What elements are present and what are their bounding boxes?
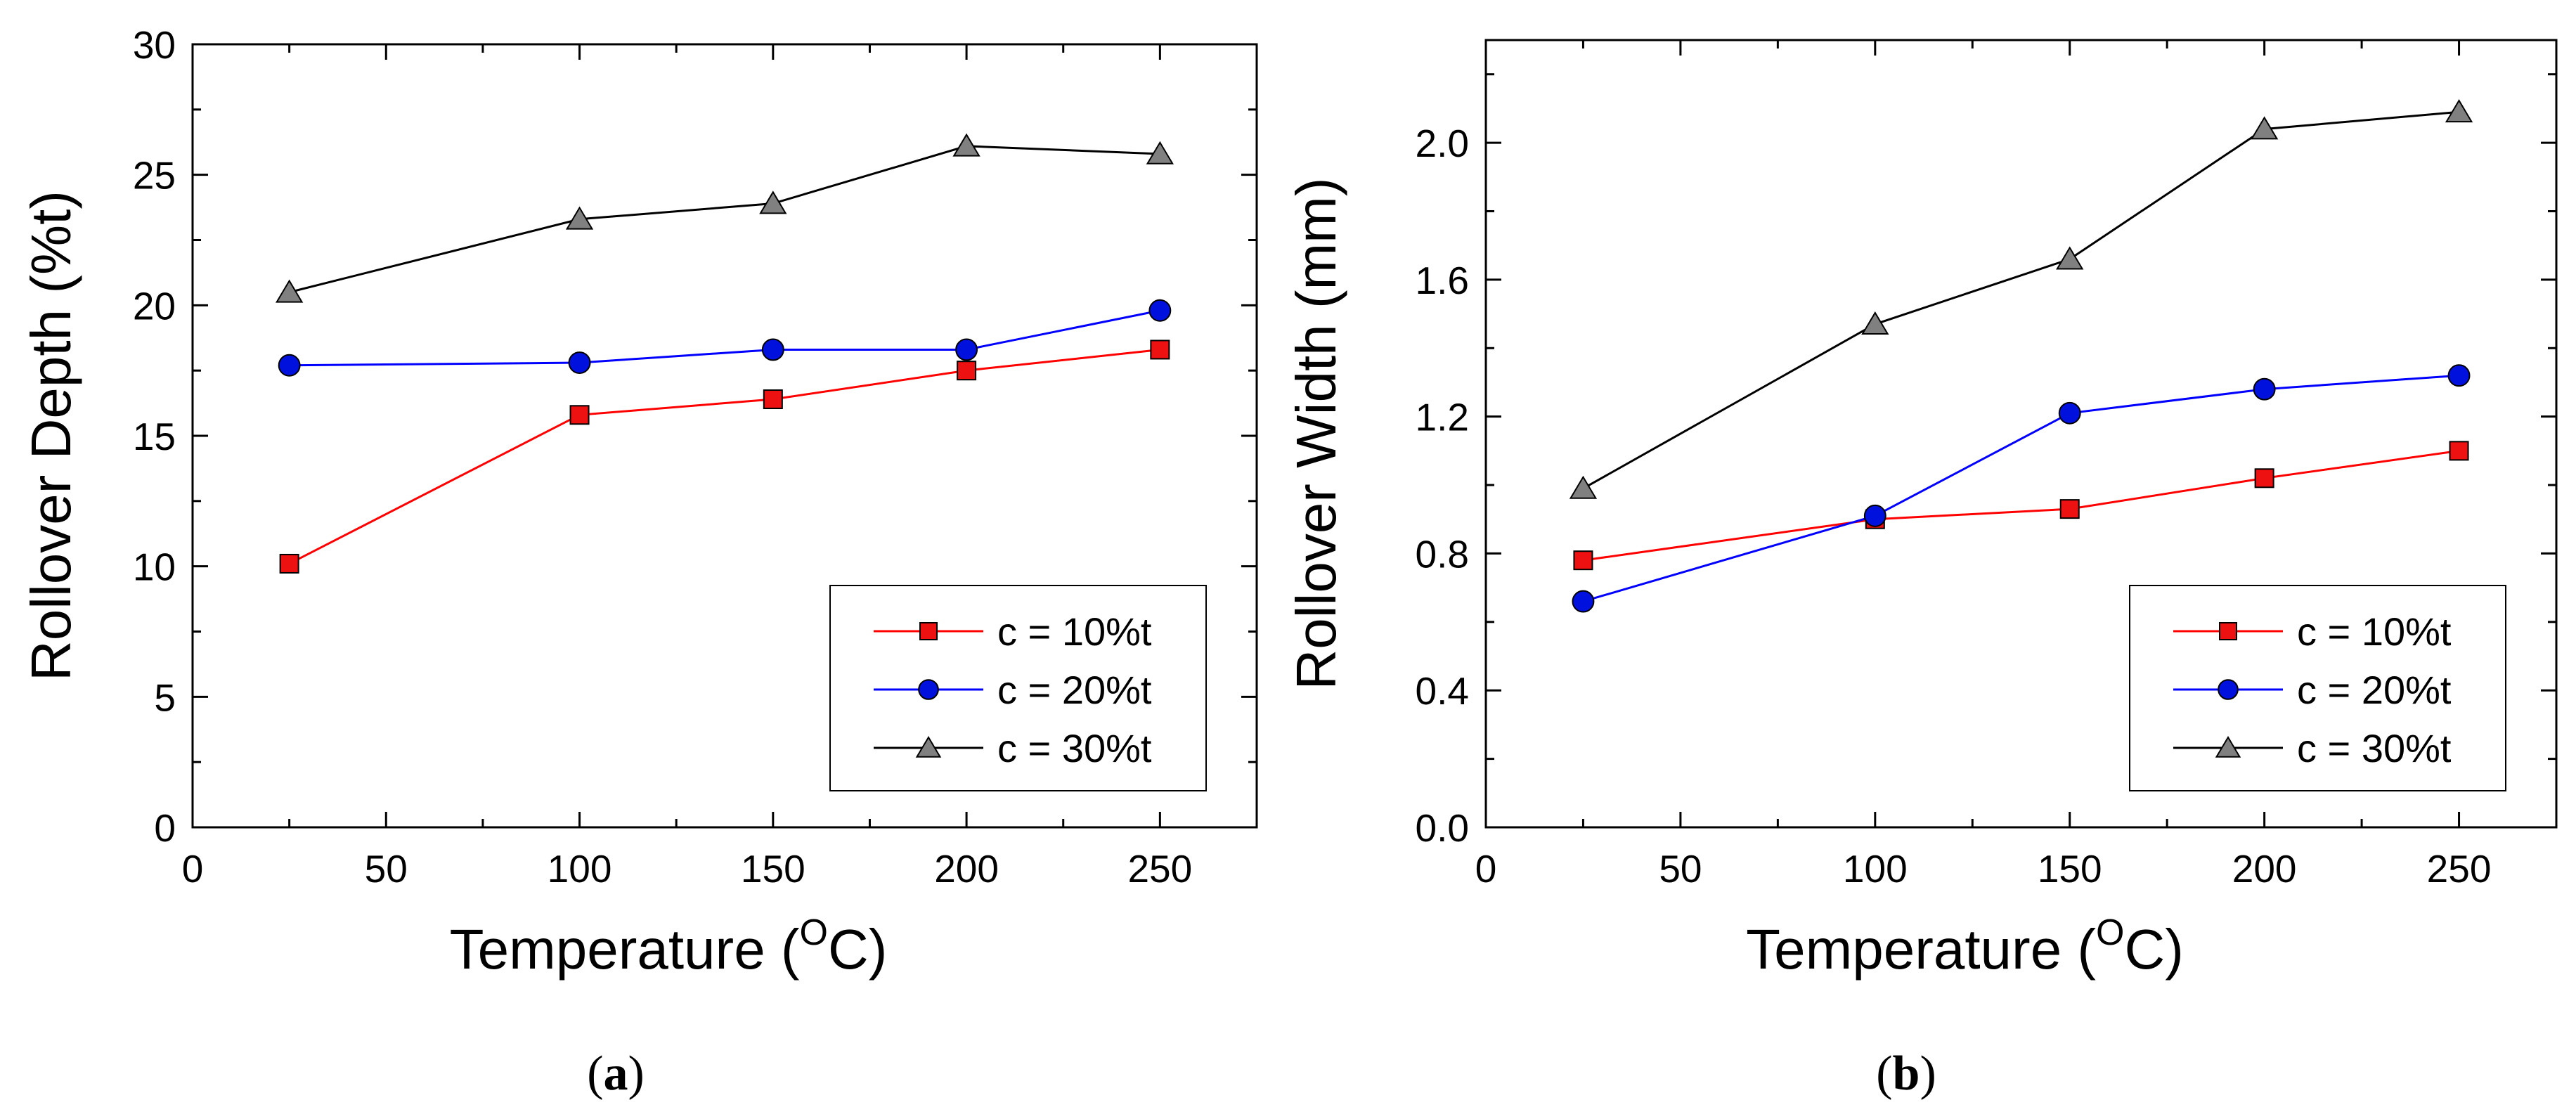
- y-tick-label: 5: [154, 675, 176, 719]
- x-axis-title-sup: O: [2096, 912, 2124, 953]
- data-point-1-2: [569, 405, 590, 425]
- x-tick-label: 150: [2038, 847, 2102, 891]
- chart-panel-b: 0 50 100 150 200 250 0.0 0.4 0.8 1.2 1.6 2.0 Rollove…: [1285, 39, 2558, 1101]
- data-point-3-4: [952, 133, 980, 157]
- data-point-3-1: [276, 279, 304, 303]
- x-axis-title: Temperature (OC): [1746, 912, 2184, 981]
- data-point-3-4: [2251, 116, 2279, 140]
- data-point-2-5: [2447, 364, 2471, 387]
- data-point-1-3: [2059, 499, 2080, 519]
- data-point-1-4: [2254, 468, 2274, 489]
- legend-marker-1: [2219, 622, 2237, 640]
- series-line-1: [288, 348, 1160, 565]
- legend-label-1: c = 10%t: [2297, 609, 2452, 654]
- legend-label-2: c = 20%t: [2297, 668, 2452, 712]
- caption-letter: a: [604, 1047, 628, 1101]
- data-point-2-2: [1863, 504, 1886, 527]
- data-point-1-1: [1573, 550, 1593, 571]
- x-tick-label: 50: [1659, 847, 1702, 891]
- y-tick-label: 0.4: [1416, 669, 1469, 713]
- legend-box: [2129, 585, 2506, 791]
- data-point-2-1: [1572, 590, 1595, 613]
- data-point-3-3: [2056, 246, 2084, 270]
- plot-frame: [1484, 39, 2558, 829]
- legend-label-3: c = 30%t: [997, 726, 1152, 770]
- panel-caption: (a): [587, 1047, 645, 1101]
- y-axis-title: Rollover Width (mm): [1285, 178, 1347, 690]
- legend-label-2: c = 20%t: [997, 668, 1152, 712]
- data-point-2-1: [278, 354, 301, 377]
- data-point-2-3: [2058, 401, 2081, 425]
- data-point-2-4: [955, 338, 978, 361]
- x-tick-label: 0: [1475, 847, 1497, 891]
- legend-marker-2: [2218, 679, 2239, 700]
- x-axis-title-sup: O: [800, 912, 828, 953]
- x-axis-title-main: Temperature (: [450, 918, 800, 981]
- y-tick-label: 25: [133, 154, 176, 198]
- x-tick-label: 200: [934, 847, 999, 891]
- x-tick-label: 0: [182, 847, 204, 891]
- x-tick-label: 250: [1127, 847, 1192, 891]
- y-tick-label: 2.0: [1416, 122, 1469, 165]
- y-axis-title: Rollover Depth (%t): [20, 190, 82, 681]
- caption-paren-close: ): [1920, 1047, 1936, 1101]
- x-tick-label: 250: [2427, 847, 2492, 891]
- data-point-2-3: [761, 338, 784, 361]
- legend-label-3: c = 30%t: [2297, 726, 2452, 770]
- data-point-1-4: [957, 361, 977, 381]
- caption-paren-close: ): [628, 1047, 645, 1101]
- series-line-1: [1583, 449, 2459, 562]
- data-point-1-5: [1150, 339, 1170, 360]
- legend-marker-2: [918, 679, 939, 700]
- data-point-1-5: [2449, 441, 2469, 461]
- y-tick-label: 15: [133, 415, 176, 458]
- y-tick-label: 1.6: [1416, 259, 1469, 302]
- y-tick-label: 10: [133, 545, 176, 589]
- y-tick-label: 30: [133, 23, 176, 67]
- x-axis-title-unit: C): [2125, 918, 2184, 981]
- x-tick-label: 150: [741, 847, 805, 891]
- data-point-3-2: [565, 206, 594, 230]
- series-line-3: [1582, 110, 2459, 490]
- y-tick-label: 1.2: [1416, 396, 1469, 439]
- legend-marker-3: [2215, 736, 2241, 758]
- x-tick-label: 100: [548, 847, 612, 891]
- x-tick-label: 50: [365, 847, 408, 891]
- data-point-2-2: [568, 351, 591, 374]
- data-point-2-5: [1148, 299, 1172, 322]
- data-point-3-5: [1146, 141, 1174, 164]
- data-point-3-1: [1569, 475, 1598, 499]
- data-point-1-1: [279, 553, 299, 574]
- legend-marker-1: [919, 622, 938, 640]
- y-tick-label: 20: [133, 284, 176, 328]
- caption-letter: b: [1893, 1047, 1920, 1101]
- caption-paren-open: (: [1876, 1047, 1892, 1101]
- caption-paren-open: (: [587, 1047, 603, 1101]
- legend-box: [829, 585, 1207, 791]
- data-point-3-5: [2445, 99, 2473, 123]
- data-point-2-4: [2253, 377, 2276, 401]
- x-tick-label: 100: [1843, 847, 1908, 891]
- series-line-2: [289, 309, 1160, 367]
- y-tick-label: 0: [154, 806, 176, 850]
- chart-panel-a: 0 50 100 150 200 250 0 5 10 15 20 25 30 Rollover Dept…: [20, 23, 1258, 1101]
- data-point-3-3: [759, 190, 787, 214]
- x-tick-label: 200: [2232, 847, 2297, 891]
- legend-label-1: c = 10%t: [997, 609, 1152, 654]
- data-point-3-2: [1861, 311, 1889, 335]
- panel-caption: (b): [1876, 1047, 1936, 1101]
- x-axis-title-unit: C): [828, 918, 887, 981]
- series-line-3: [289, 145, 1160, 294]
- series-line-2: [1583, 374, 2459, 603]
- legend-marker-3: [915, 736, 942, 758]
- x-axis-title-main: Temperature (: [1746, 918, 2096, 981]
- y-tick-label: 0.0: [1416, 806, 1469, 850]
- data-point-1-3: [763, 389, 783, 410]
- y-tick-label: 0.8: [1416, 532, 1469, 576]
- x-axis-title: Temperature (OC): [450, 912, 888, 981]
